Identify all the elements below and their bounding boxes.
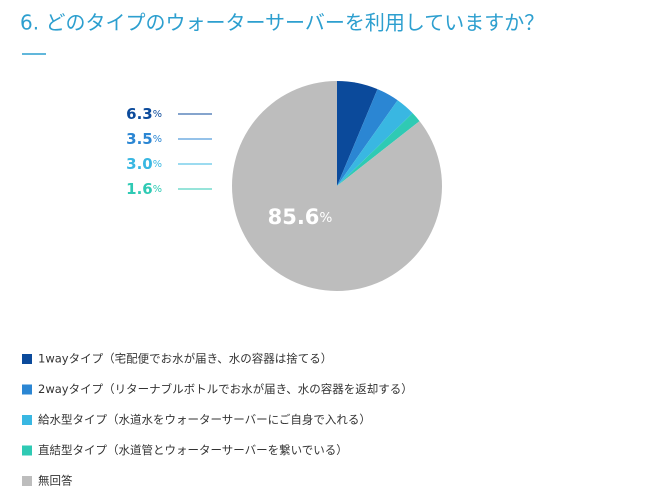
pie-slice [231, 81, 442, 291]
legend-label: 1wayタイプ（宅配便でお水が届き、水の容器は捨てる） [38, 352, 332, 366]
pie-slice [337, 81, 378, 186]
pie-slice [337, 113, 420, 186]
legend-label: 無回答 [38, 474, 73, 488]
pie-slice [337, 89, 398, 186]
legend-label: 直結型タイプ（水道管とウォーターサーバーを繋いでいる） [38, 443, 348, 457]
pie-slice [337, 100, 413, 186]
chart-title: 6. どのタイプのウォーターサーバーを利用していますか？ [20, 11, 544, 35]
value-label: 3.5% [126, 130, 162, 148]
legend-label: 給水型タイプ（水道水をウォーターサーバーにご自身で入れる） [38, 413, 371, 427]
legend-swatch [22, 415, 32, 425]
value-label: 85.6% [268, 205, 333, 229]
value-label: 3.0% [126, 155, 162, 173]
legend-swatch [22, 476, 32, 486]
legend-swatch [22, 354, 32, 364]
legend-swatch [22, 384, 32, 395]
legend-label: 2wayタイプ（リターナブルボトルでお水が届き、水の容器を返却する） [38, 382, 413, 396]
legend-swatch [22, 445, 32, 456]
value-label: 1.6% [126, 180, 162, 198]
value-label: 6.3% [126, 105, 162, 123]
